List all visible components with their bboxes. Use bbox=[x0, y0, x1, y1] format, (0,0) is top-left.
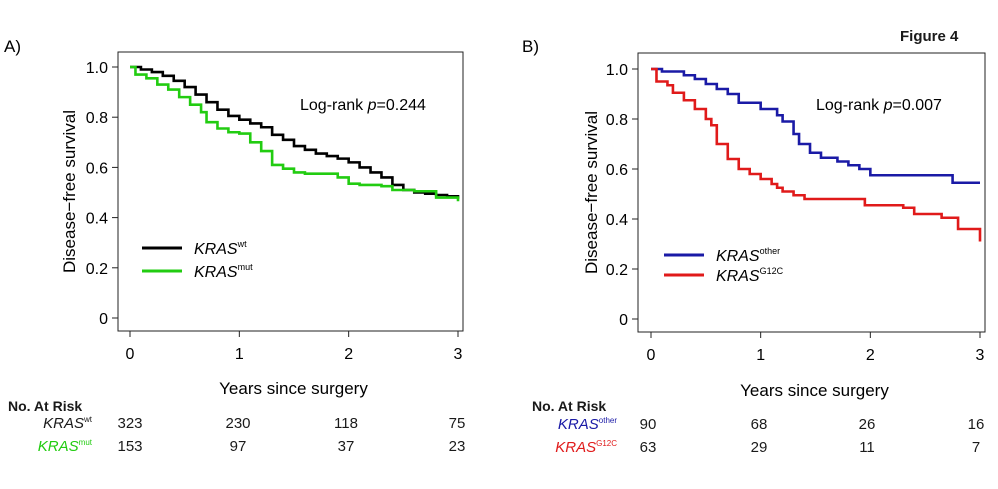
y-tick-label: 0.8 bbox=[86, 110, 108, 127]
x-tick-label: 1 bbox=[235, 346, 244, 363]
survival-curve-mut bbox=[130, 65, 460, 202]
y-tick-label: 0.6 bbox=[606, 162, 628, 179]
legend: KRASwt KRASmut bbox=[142, 239, 253, 281]
y-tick-label: 0.2 bbox=[606, 262, 628, 279]
risk-count: 68 bbox=[750, 416, 768, 433]
risk-count: 26 bbox=[858, 416, 876, 433]
risk-count: 75 bbox=[448, 415, 466, 432]
risk-count: 7 bbox=[971, 439, 981, 456]
x-tick-label: 1 bbox=[756, 347, 765, 364]
x-tick-label: 0 bbox=[126, 346, 135, 363]
chart-panel-b: B) 0 0.2 0.4 0.6 0.8 1.0 0 1 2 3 Years since surger… bbox=[522, 37, 986, 400]
risk-count: 97 bbox=[229, 438, 247, 455]
y-axis-label: Disease−free survival bbox=[60, 110, 79, 273]
risk-table-title: No. At Risk bbox=[8, 398, 83, 414]
y-tick-label: 0.6 bbox=[86, 160, 108, 177]
x-tick-label: 3 bbox=[454, 346, 463, 363]
risk-row-label: KRASmut bbox=[37, 438, 92, 455]
risk-count: 230 bbox=[225, 415, 251, 432]
y-tick-label: 0.4 bbox=[86, 211, 108, 228]
risk-table-title: No. At Risk bbox=[532, 398, 607, 414]
legend-entry: KRASother bbox=[716, 246, 780, 265]
survival-curve-other bbox=[651, 67, 980, 185]
y-tick-label: 0.8 bbox=[606, 112, 628, 129]
logrank-annotation: Log-rank p=0.007 bbox=[816, 97, 942, 114]
risk-count: 11 bbox=[859, 439, 875, 456]
x-tick-label: 3 bbox=[976, 347, 985, 364]
figure-title: Figure 4 bbox=[900, 28, 959, 45]
y-tick-label: 0 bbox=[619, 312, 628, 329]
y-tick-label: 1.0 bbox=[86, 60, 108, 77]
plot-frame bbox=[117, 51, 464, 332]
y-tick-label: 0.2 bbox=[86, 261, 108, 278]
y-tick-label: 1.0 bbox=[606, 62, 628, 79]
y-tick-label: 0.4 bbox=[606, 212, 628, 229]
panel-label: A) bbox=[4, 37, 21, 56]
survival-curve-wt bbox=[130, 65, 460, 199]
panel-label: B) bbox=[522, 37, 539, 56]
risk-row-label: KRASother bbox=[557, 416, 617, 433]
risk-count: 23 bbox=[448, 438, 466, 455]
survival-curve-g12c bbox=[651, 67, 982, 242]
risk-count: 118 bbox=[334, 415, 358, 432]
y-tick-label: 0 bbox=[99, 311, 108, 328]
risk-count: 63 bbox=[639, 439, 657, 456]
risk-row-label: KRASwt bbox=[43, 415, 92, 432]
chart-panel-a: A) 0 0.2 0.4 0.6 0.8 1.0 0 1 2 3 Years since surger… bbox=[4, 37, 464, 398]
x-tick-label: 0 bbox=[647, 347, 656, 364]
logrank-annotation: Log-rank p=0.244 bbox=[300, 97, 426, 114]
legend-entry: KRASwt bbox=[194, 239, 247, 258]
risk-row-label: KRASG12C bbox=[555, 439, 617, 456]
risk-count: 153 bbox=[117, 438, 143, 455]
y-axis-label: Disease−free survival bbox=[582, 111, 601, 274]
legend-entry: KRASG12C bbox=[716, 266, 784, 285]
x-tick-label: 2 bbox=[866, 347, 875, 364]
risk-count: 323 bbox=[117, 415, 143, 432]
risk-count: 29 bbox=[750, 439, 768, 456]
legend-entry: KRASmut bbox=[194, 262, 253, 281]
x-tick-label: 2 bbox=[344, 346, 353, 363]
risk-count: 37 bbox=[337, 438, 355, 455]
plot-frame bbox=[637, 52, 986, 333]
x-axis-label: Years since surgery bbox=[740, 381, 889, 400]
risk-count: 90 bbox=[639, 416, 657, 433]
risk-count: 16 bbox=[967, 416, 985, 433]
x-axis-label: Years since surgery bbox=[219, 379, 368, 398]
